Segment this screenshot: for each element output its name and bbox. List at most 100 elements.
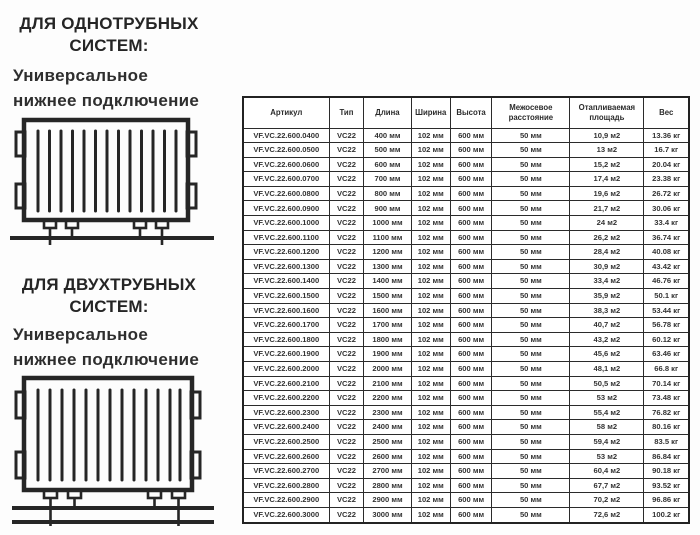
- table-cell: 28,4 м2: [569, 244, 645, 260]
- table-cell: 102 мм: [410, 506, 451, 524]
- table-row: VF.VC.22.600.1200 VC22 1200 мм 102 мм 600 мм…: [242, 244, 690, 260]
- table-cell: VC22: [328, 463, 365, 479]
- table-row: VF.VC.22.600.0400 VC22 400 мм 102 мм 600 мм 5…: [242, 127, 690, 144]
- title-line: СИСТЕМ:: [69, 36, 149, 56]
- table-cell: 46.76 кг: [643, 273, 690, 290]
- table-cell: VC22: [328, 244, 365, 260]
- table-cell: 50 мм: [491, 142, 571, 158]
- table-cell: 1100 мм: [363, 229, 412, 246]
- table-cell: 2600 мм: [363, 448, 412, 465]
- table-cell: VC22: [328, 258, 365, 275]
- table-cell: 53.44 кг: [643, 302, 690, 319]
- table-cell: VC22: [328, 404, 365, 421]
- table-cell: VF.VC.22.600.1600: [242, 302, 330, 319]
- table-cell: 102 мм: [410, 433, 451, 450]
- table-row: VF.VC.22.600.2400 VC22 2400 мм 102 мм 600 мм…: [242, 419, 690, 435]
- table-cell: 600 мм: [449, 142, 493, 158]
- column-header: Артикул: [242, 96, 330, 129]
- table-cell: 500 мм: [363, 142, 412, 158]
- radiator-spec-table: Артикул Тип Длина Ширина Высота Межосевое рас…: [242, 96, 690, 524]
- table-cell: 1300 мм: [363, 258, 412, 275]
- table-cell: 102 мм: [410, 156, 451, 173]
- table-cell: 2200 мм: [363, 390, 412, 406]
- table-cell: 2500 мм: [363, 433, 412, 450]
- table-cell: 50 мм: [491, 331, 571, 348]
- table-cell: 2400 мм: [363, 419, 412, 435]
- double-pipe-radiator-diagram-icon: [12, 375, 214, 526]
- table-row: VF.VC.22.600.1300 VC22 1300 мм 102 мм 600 мм…: [242, 258, 690, 275]
- table-cell: VF.VC.22.600.0500: [242, 142, 330, 158]
- table-cell: 102 мм: [410, 404, 451, 421]
- table-cell: 10,9 м2: [569, 127, 645, 144]
- table-cell: VC22: [328, 156, 365, 173]
- table-cell: VF.VC.22.600.0400: [242, 127, 330, 144]
- table-cell: VC22: [328, 390, 365, 406]
- table-cell: 1200 мм: [363, 244, 412, 260]
- table-cell: VF.VC.22.600.0600: [242, 156, 330, 173]
- table-cell: 102 мм: [410, 317, 451, 333]
- table-cell: 102 мм: [410, 244, 451, 260]
- table-cell: 50 мм: [491, 375, 571, 392]
- table-row: VF.VC.22.600.0900 VC22 900 мм 102 мм 600 мм 5…: [242, 200, 690, 217]
- table-cell: 600 мм: [449, 331, 493, 348]
- table-cell: 43.42 кг: [643, 258, 690, 275]
- table-cell: 2300 мм: [363, 404, 412, 421]
- table-cell: VC22: [328, 229, 365, 246]
- table-cell: 102 мм: [410, 302, 451, 319]
- table-cell: 15,2 м2: [569, 156, 645, 173]
- table-cell: 600 мм: [449, 171, 493, 187]
- table-cell: 2100 мм: [363, 375, 412, 392]
- table-cell: VF.VC.22.600.2100: [242, 375, 330, 392]
- table-cell: 59,4 м2: [569, 433, 645, 450]
- table-cell: 36.74 кг: [643, 229, 690, 246]
- two-pipe-section-subtitle: Универсальное нижнее подключение: [13, 323, 231, 372]
- table-cell: 23.38 кг: [643, 171, 690, 187]
- table-cell: 600 мм: [449, 433, 493, 450]
- table-cell: VF.VC.22.600.2800: [242, 477, 330, 494]
- table-cell: 600 мм: [449, 156, 493, 173]
- table-cell: 1900 мм: [363, 346, 412, 362]
- table-cell: 102 мм: [410, 185, 451, 202]
- table-cell: 102 мм: [410, 492, 451, 508]
- table-cell: 21,7 м2: [569, 200, 645, 217]
- table-cell: 102 мм: [410, 448, 451, 465]
- table-cell: 50 мм: [491, 127, 571, 144]
- subtitle-line: нижнее подключение: [13, 90, 200, 110]
- table-row: VF.VC.22.600.1900 VC22 1900 мм 102 мм 600 мм…: [242, 346, 690, 362]
- table-cell: 96.86 кг: [643, 492, 690, 508]
- table-cell: 56.78 кг: [643, 317, 690, 333]
- table-cell: VF.VC.22.600.1700: [242, 317, 330, 333]
- table-cell: VF.VC.22.600.0700: [242, 171, 330, 187]
- table-row: VF.VC.22.600.2000 VC22 2000 мм 102 мм 600 мм…: [242, 361, 690, 377]
- table-cell: VF.VC.22.600.0800: [242, 185, 330, 202]
- table-cell: 600 мм: [363, 156, 412, 173]
- subtitle-line: Универсальное: [13, 325, 149, 344]
- table-header: Артикул Тип Длина Ширина Высота Межосевое рас…: [242, 96, 690, 129]
- table-row: VF.VC.22.600.1100 VC22 1100 мм 102 мм 600 мм…: [242, 229, 690, 246]
- table-cell: 1400 мм: [363, 273, 412, 290]
- table-row: VF.VC.22.600.2700 VC22 2700 мм 102 мм 600 мм…: [242, 463, 690, 479]
- table-cell: 50 мм: [491, 404, 571, 421]
- table-cell: 19,6 м2: [569, 185, 645, 202]
- table-cell: 55,4 м2: [569, 404, 645, 421]
- table-cell: VC22: [328, 419, 365, 435]
- table-cell: VF.VC.22.600.1400: [242, 273, 330, 290]
- table-cell: 50,5 м2: [569, 375, 645, 392]
- table-cell: 90.18 кг: [643, 463, 690, 479]
- table-cell: 50 мм: [491, 171, 571, 187]
- table-cell: 102 мм: [410, 258, 451, 275]
- table-cell: VC22: [328, 317, 365, 333]
- table-row: VF.VC.22.600.2300 VC22 2300 мм 102 мм 600 мм…: [242, 404, 690, 421]
- table-cell: 102 мм: [410, 229, 451, 246]
- table-header-row: Артикул Тип Длина Ширина Высота Межосевое рас…: [242, 96, 690, 129]
- table-cell: 600 мм: [449, 448, 493, 465]
- table-cell: 50 мм: [491, 229, 571, 246]
- table-cell: 102 мм: [410, 273, 451, 290]
- column-header: Отапливаемая площадь: [569, 96, 645, 129]
- table-cell: VC22: [328, 302, 365, 319]
- table-cell: 50 мм: [491, 156, 571, 173]
- table-cell: 38,3 м2: [569, 302, 645, 319]
- table-cell: 43,2 м2: [569, 331, 645, 348]
- table-cell: 50 мм: [491, 185, 571, 202]
